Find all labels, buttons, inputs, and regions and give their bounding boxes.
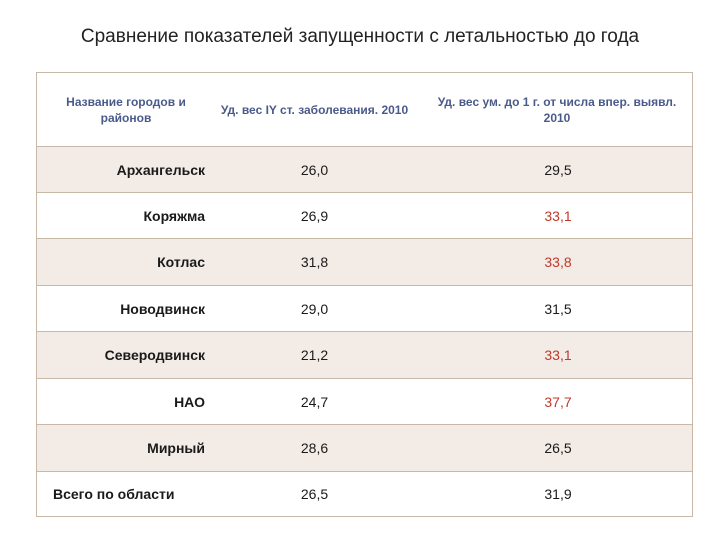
city-name: Новодвинск bbox=[120, 300, 205, 317]
mortality-value: 33,1 bbox=[544, 347, 572, 363]
header-city: Название городов и районов bbox=[66, 94, 186, 125]
comparison-table: Название городов и районов Уд. вес IY ст… bbox=[36, 72, 693, 517]
table-row: Мирный 28,6 26,5 bbox=[37, 424, 692, 471]
table-row: Котлас 31,8 33,8 bbox=[37, 238, 692, 285]
slide-title: Сравнение показателей запущенности с лет… bbox=[80, 26, 640, 47]
mortality-value: 33,1 bbox=[544, 207, 572, 224]
city-name: Северодвинск bbox=[104, 347, 205, 363]
table-row-total: Всего по области 26,5 31,9 bbox=[37, 471, 692, 516]
mortality-value: 26,5 bbox=[544, 440, 572, 456]
stage4-value: 29,0 bbox=[300, 300, 329, 317]
stage4-value: 26,0 bbox=[300, 161, 329, 178]
mortality-value: 37,7 bbox=[544, 393, 572, 410]
stage4-value: 26,5 bbox=[300, 486, 329, 502]
table-row: Северодвинск 21,2 33,1 bbox=[37, 331, 692, 378]
header-mortality-share: Уд. вес ум. до 1 г. от числа впер. выявл… bbox=[437, 94, 677, 125]
mortality-value: 29,5 bbox=[544, 161, 572, 178]
stage4-value: 31,8 bbox=[300, 254, 329, 270]
table-row: Новодвинск 29,0 31,5 bbox=[37, 285, 692, 331]
table-row: Архангельск 26,0 29,5 bbox=[37, 146, 692, 192]
table-header-row: Название городов и районов Уд. вес IY ст… bbox=[37, 73, 692, 146]
region-total-label: Всего по области bbox=[53, 486, 175, 502]
mortality-value: 33,8 bbox=[544, 254, 572, 270]
city-name: Коряжма bbox=[143, 207, 205, 224]
table-row: НАО 24,7 37,7 bbox=[37, 378, 692, 424]
city-name: Котлас bbox=[157, 254, 205, 270]
table-row: Коряжма 26,9 33,1 bbox=[37, 192, 692, 238]
stage4-value: 21,2 bbox=[300, 347, 329, 363]
stage4-value: 26,9 bbox=[300, 207, 329, 224]
mortality-value: 31,5 bbox=[544, 300, 572, 317]
city-name: НАО bbox=[174, 393, 205, 410]
stage4-value: 24,7 bbox=[300, 393, 329, 410]
header-stage4-share: Уд. вес IY ст. заболевания. 2010 bbox=[220, 102, 409, 117]
mortality-value: 31,9 bbox=[544, 486, 572, 502]
city-name: Архангельск bbox=[116, 161, 205, 178]
city-name: Мирный bbox=[147, 440, 205, 456]
stage4-value: 28,6 bbox=[300, 440, 329, 456]
